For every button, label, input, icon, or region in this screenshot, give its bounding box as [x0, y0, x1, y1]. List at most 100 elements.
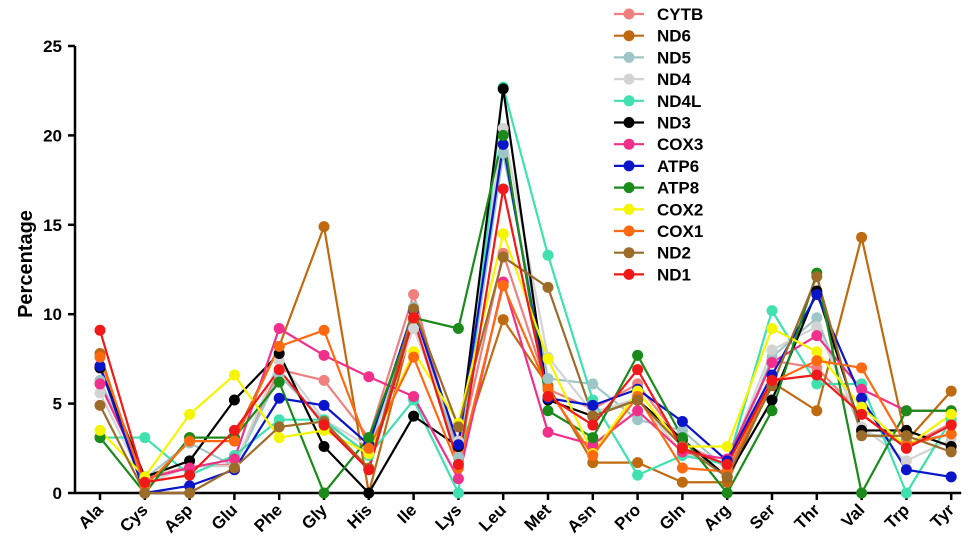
y-tick-label: 5: [53, 395, 62, 414]
x-tick-label-lys: Lys: [432, 500, 466, 534]
series-line-nd5: [98, 152, 952, 480]
data-point-nd5-leu: [497, 147, 509, 159]
data-point-atp8-met: [542, 405, 554, 417]
legend-marker-atp8: [623, 182, 635, 194]
data-point-nd2-trp: [900, 430, 912, 442]
data-point-nd3-gly: [318, 441, 330, 453]
data-point-nd4-ser: [766, 344, 778, 356]
legend-marker-nd4l: [623, 95, 635, 107]
legend-marker-nd3: [623, 117, 635, 128]
data-point-nd4l-trp: [900, 487, 912, 499]
legend-label-nd4: ND4: [657, 70, 692, 89]
data-point-nd6-thr: [811, 405, 823, 417]
data-point-nd1-asn: [587, 419, 599, 431]
data-point-nd1-trp: [900, 442, 912, 454]
series-line-nd2: [99, 255, 952, 495]
data-point-nd2-glu: [228, 462, 240, 474]
data-point-nd1-ala: [94, 324, 106, 336]
data-point-cox3-phe: [273, 323, 285, 335]
legend-label-atp8: ATP8: [657, 179, 699, 198]
data-point-cox1-phe: [273, 340, 285, 352]
data-point-atp8-asn: [587, 432, 599, 444]
data-point-cox3-met: [542, 426, 554, 438]
data-point-nd1-ser: [766, 374, 778, 386]
data-point-nd4l-cys: [139, 432, 151, 444]
data-point-cox1-gly: [318, 324, 330, 336]
data-point-atp8-leu: [497, 129, 509, 141]
axes: [73, 46, 962, 495]
data-point-nd4l-thr: [811, 378, 823, 390]
data-point-cox3-thr: [811, 330, 823, 342]
data-point-atp8-his: [363, 432, 375, 444]
data-point-nd3-his: [363, 487, 375, 499]
data-point-cytb-ile: [408, 289, 420, 301]
data-point-atp8-trp: [900, 405, 912, 417]
y-tick-label: 10: [43, 305, 62, 324]
y-tick-label: 25: [43, 37, 62, 56]
x-tick-label-gly: Gly: [298, 500, 331, 533]
data-point-nd1-gln: [676, 442, 688, 454]
series-lines: [98, 86, 953, 495]
series-line-nd1: [98, 187, 952, 484]
data-point-nd2-thr: [811, 271, 823, 283]
x-tick-label-gln: Gln: [656, 500, 689, 533]
data-point-cox1-ile: [408, 351, 420, 363]
data-point-nd2-cys: [139, 487, 151, 499]
x-tick-label-cys: Cys: [116, 500, 151, 535]
data-point-atp8-lys: [452, 323, 464, 335]
data-point-nd1-met: [542, 390, 554, 402]
data-point-cox3-lys: [452, 473, 464, 485]
data-point-cox1-asn: [587, 449, 599, 461]
data-point-cox3-ile: [408, 390, 420, 402]
legend-label-nd2: ND2: [657, 244, 691, 263]
data-point-nd1-arg: [721, 458, 733, 470]
legend-label-nd5: ND5: [657, 48, 691, 67]
data-point-atp6-thr: [811, 289, 823, 301]
data-point-nd2-ala: [94, 399, 106, 411]
data-point-atp6-leu: [497, 138, 509, 150]
data-point-cox3-his: [363, 371, 375, 383]
data-point-nd6-leu: [497, 314, 509, 326]
data-point-atp6-ala: [94, 360, 106, 372]
y-tick-label: 20: [43, 126, 62, 145]
data-point-nd1-lys: [452, 458, 464, 470]
data-point-nd4l-lys: [452, 487, 464, 499]
data-point-nd2-asp: [184, 487, 196, 499]
data-point-nd5-asn: [587, 378, 599, 390]
data-point-nd3-ile: [408, 410, 420, 422]
data-point-cox1-his: [363, 442, 375, 454]
data-point-cox2-ala: [94, 424, 106, 436]
series-line-cox1: [98, 284, 952, 487]
data-point-nd6-val: [856, 231, 868, 243]
series-points: [94, 81, 957, 499]
x-tick-label-arg: Arg: [700, 500, 734, 534]
data-point-nd6-tyr: [945, 385, 957, 397]
legend-label-nd3: ND3: [657, 114, 691, 133]
data-point-atp8-ser: [766, 405, 778, 417]
data-point-cox2-leu: [497, 228, 509, 240]
data-point-nd2-met: [542, 281, 554, 293]
data-point-nd4-thr: [811, 321, 823, 333]
legend-marker-nd6: [623, 30, 635, 42]
x-tick-label-ser: Ser: [746, 500, 779, 533]
legend-label-cox1: COX1: [657, 222, 703, 241]
data-point-nd5-thr: [811, 312, 823, 324]
data-point-cox1-leu: [497, 280, 509, 292]
data-point-nd4l-met: [542, 249, 554, 261]
y-axis-label: Percentage: [15, 210, 37, 318]
data-point-atp6-gly: [318, 399, 330, 411]
data-point-nd4-ile: [408, 323, 420, 335]
data-point-cox2-glu: [228, 369, 240, 381]
data-point-nd1-leu: [497, 183, 509, 195]
data-point-atp6-lys: [452, 439, 464, 451]
legend-label-nd4l: ND4L: [657, 92, 701, 111]
legend-label-cytb: CYTB: [657, 5, 703, 24]
x-tick-label-phe: Phe: [251, 500, 286, 535]
data-point-atp8-gly: [318, 487, 330, 499]
data-point-atp6-asn: [587, 399, 599, 411]
data-point-atp8-pro: [632, 349, 644, 361]
legend-marker-nd4: [623, 73, 635, 85]
data-point-cox2-tyr: [945, 408, 957, 420]
data-point-nd3-leu: [497, 83, 509, 95]
